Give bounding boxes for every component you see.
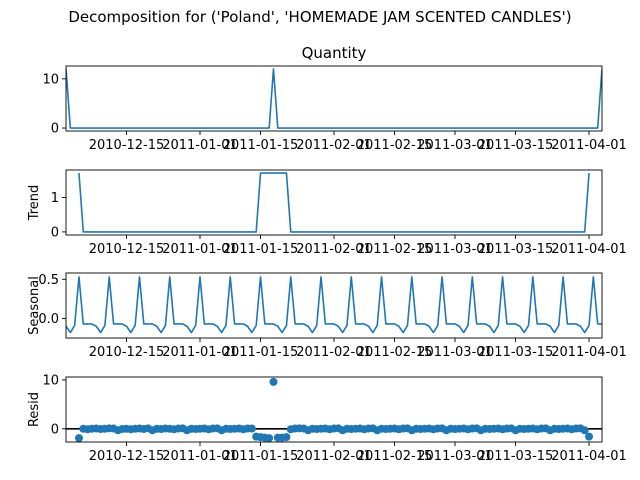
x-tick-label: 2011-02-01 bbox=[296, 449, 372, 464]
x-tick-label: 2010-12-15 bbox=[89, 242, 165, 257]
y-tick-label: 1 bbox=[51, 191, 59, 206]
panel-trend: Trend012010-12-152011-01-012011-01-15201… bbox=[27, 169, 627, 257]
y-tick-label: 0 bbox=[51, 422, 59, 437]
x-tick-label: 2011-01-01 bbox=[162, 242, 238, 257]
resid-point bbox=[580, 426, 589, 435]
x-tick-label: 2011-03-15 bbox=[478, 345, 554, 360]
panels-group: Quantity0102010-12-152011-01-012011-01-1… bbox=[27, 44, 627, 464]
panel-resid: Resid0102010-12-152011-01-012011-01-1520… bbox=[27, 373, 627, 464]
series-line bbox=[66, 68, 602, 129]
x-tick-label: 2011-02-01 bbox=[296, 138, 372, 153]
x-tick-label: 2011-02-15 bbox=[357, 449, 433, 464]
figure-suptitle: Decomposition for ('Poland', 'HOMEMADE J… bbox=[68, 8, 571, 26]
axes-frame bbox=[65, 65, 603, 132]
series-line bbox=[78, 172, 590, 233]
x-tick-label: 2011-03-15 bbox=[478, 449, 554, 464]
y-tick-label: 10 bbox=[42, 373, 59, 388]
x-tick-label: 2010-12-15 bbox=[89, 138, 165, 153]
x-tick-label: 2011-03-01 bbox=[417, 345, 493, 360]
resid-point bbox=[269, 377, 278, 386]
panel-seasonal: Seasonal0.00.52010-12-152011-01-012011-0… bbox=[27, 272, 627, 360]
x-tick-label: 2011-03-01 bbox=[417, 242, 493, 257]
x-tick-label: 2011-02-01 bbox=[296, 345, 372, 360]
x-tick-label: 2010-12-15 bbox=[89, 345, 165, 360]
y-tick-label: 0 bbox=[51, 225, 59, 240]
series-line bbox=[66, 276, 602, 334]
x-tick-label: 2011-02-15 bbox=[357, 242, 433, 257]
panel-title: Quantity bbox=[302, 44, 367, 62]
x-tick-label: 2010-12-15 bbox=[89, 449, 165, 464]
y-axis-label: Seasonal bbox=[27, 276, 42, 335]
panel-quantity: Quantity 0 10 2010-12-152011-01-012011-01-1… bbox=[42, 44, 626, 153]
y-tick-label: 0.5 bbox=[38, 273, 59, 288]
x-tick-label: 2011-02-15 bbox=[357, 345, 433, 360]
y-tick-label: 0 bbox=[51, 122, 59, 137]
x-tick-label: 2011-01-15 bbox=[223, 449, 299, 464]
x-tick-label: 2011-04-01 bbox=[551, 345, 627, 360]
x-tick-label: 2011-04-01 bbox=[551, 449, 627, 464]
plot-area bbox=[78, 172, 590, 233]
x-tick-label: 2011-04-01 bbox=[551, 138, 627, 153]
y-axis-label: Trend bbox=[27, 185, 42, 222]
x-tick-label: 2011-01-15 bbox=[223, 345, 299, 360]
x-tick-label: 2011-03-15 bbox=[478, 242, 554, 257]
resid-point bbox=[265, 434, 274, 442]
x-tick-label: 2011-04-01 bbox=[551, 242, 627, 257]
x-tick-label: 2011-02-01 bbox=[296, 242, 372, 257]
y-tick-label: 0.0 bbox=[38, 312, 59, 327]
x-tick-label: 2011-03-01 bbox=[417, 138, 493, 153]
x-tick-label: 2011-01-15 bbox=[223, 242, 299, 257]
resid-point bbox=[74, 434, 83, 442]
y-tick-label: 10 bbox=[42, 72, 59, 87]
x-tick-label: 2011-01-15 bbox=[223, 138, 299, 153]
resid-point bbox=[247, 424, 256, 433]
x-tick-label: 2011-01-01 bbox=[162, 138, 238, 153]
x-tick-label: 2011-02-15 bbox=[357, 138, 433, 153]
plot-area bbox=[66, 276, 602, 334]
x-tick-label: 2011-01-01 bbox=[162, 345, 238, 360]
plot-area bbox=[66, 377, 602, 442]
axes-frame bbox=[65, 169, 603, 236]
resid-point bbox=[282, 433, 291, 442]
x-tick-label: 2011-03-15 bbox=[478, 138, 554, 153]
plot-area bbox=[66, 68, 602, 129]
x-tick-label: 2011-03-01 bbox=[417, 449, 493, 464]
x-tick-label: 2011-01-01 bbox=[162, 449, 238, 464]
resid-point bbox=[585, 432, 594, 441]
y-axis-label: Resid bbox=[27, 392, 42, 427]
